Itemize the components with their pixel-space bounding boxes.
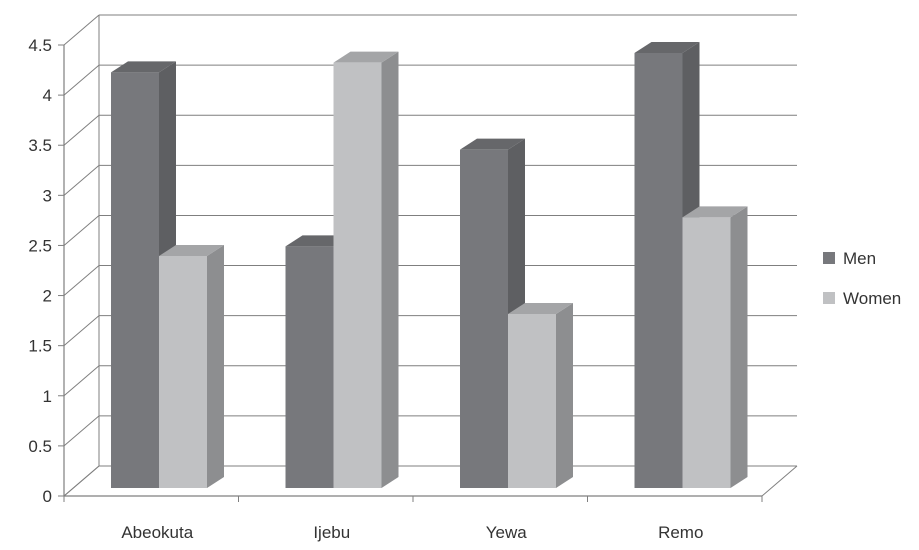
bar-side-face bbox=[207, 245, 224, 488]
bar-top-face bbox=[682, 206, 748, 218]
gridline-diagonal bbox=[63, 164, 100, 196]
legend-label: Women bbox=[843, 289, 901, 308]
x-tick-label-abeokuta: Abeokuta bbox=[121, 523, 193, 542]
legend-swatch bbox=[823, 292, 835, 304]
bar-side-face bbox=[381, 51, 399, 489]
legend-label: Men bbox=[843, 249, 876, 268]
bar-side-face bbox=[556, 303, 573, 488]
gridline-diagonal bbox=[63, 415, 100, 447]
bar-side-face bbox=[730, 206, 748, 489]
bar-top-face bbox=[634, 42, 700, 53]
bar-front-face bbox=[508, 314, 556, 488]
legend: Men Women bbox=[823, 249, 901, 308]
y-tick-label: 2 bbox=[43, 287, 52, 306]
gridline-diagonal bbox=[63, 64, 100, 96]
y-tick-label: 0.5 bbox=[28, 437, 52, 456]
x-tick-label-ijebu: Ijebu bbox=[313, 523, 350, 542]
bar-front-face bbox=[682, 217, 731, 489]
bar-women-remo bbox=[682, 206, 748, 489]
bar-women-yewa bbox=[508, 303, 573, 488]
bar-front-face bbox=[460, 149, 508, 488]
legend-item-women: Women bbox=[823, 289, 901, 308]
bar-front-face bbox=[285, 246, 334, 488]
y-tick-label: 3.5 bbox=[28, 136, 52, 155]
floor-right-edge bbox=[761, 465, 798, 497]
y-tick-label: 0 bbox=[43, 487, 52, 506]
bar-top-face bbox=[508, 303, 573, 314]
bar-front-face bbox=[333, 62, 382, 489]
gridline-diagonal bbox=[63, 114, 100, 146]
y-tick-label: 4 bbox=[43, 86, 52, 105]
legend-swatch bbox=[823, 252, 835, 264]
bars bbox=[111, 42, 748, 489]
bar-top-face bbox=[111, 61, 176, 73]
bar-top-face bbox=[460, 138, 525, 150]
floor-left-edge bbox=[63, 465, 100, 497]
gridline-diagonal bbox=[63, 315, 100, 347]
bar-front-face bbox=[159, 256, 207, 488]
gridline-diagonal bbox=[63, 215, 100, 246]
bar-top-face bbox=[159, 245, 224, 256]
y-tick-label: 2.5 bbox=[28, 236, 52, 255]
bar-front-face bbox=[111, 72, 159, 488]
gridline-diagonal bbox=[63, 365, 100, 397]
bar-top-face bbox=[333, 51, 399, 63]
x-tick-label-yewa: Yewa bbox=[486, 523, 528, 542]
y-tick-label: 1.5 bbox=[28, 337, 52, 356]
gridline-diagonal bbox=[63, 14, 100, 46]
bar-women-ijebu bbox=[333, 51, 399, 489]
labels: 0 0.5 1 1.5 2 2.5 3 3.5 4 4.5 Abeokuta Ijebu Yewa Rem… bbox=[28, 36, 703, 542]
y-tick-label: 4.5 bbox=[28, 36, 52, 55]
y-tick-label: 1 bbox=[43, 387, 52, 406]
gridline-diagonal bbox=[63, 265, 100, 296]
y-tick-label: 3 bbox=[43, 186, 52, 205]
x-tick-label-remo: Remo bbox=[658, 523, 703, 542]
bar-women-abeokuta bbox=[159, 245, 224, 488]
axes bbox=[58, 44, 798, 502]
legend-item-men: Men bbox=[823, 249, 876, 268]
bar-front-face bbox=[634, 53, 683, 488]
